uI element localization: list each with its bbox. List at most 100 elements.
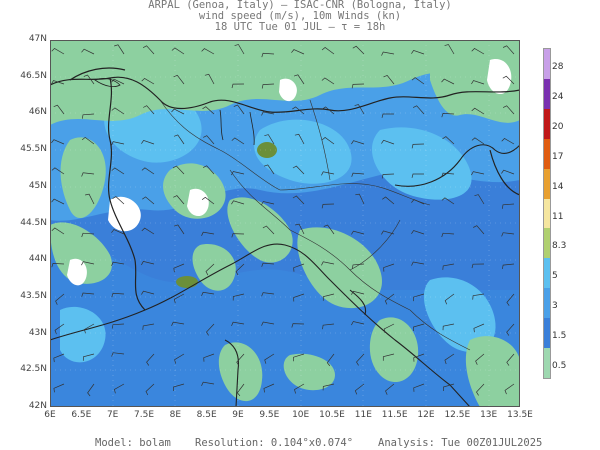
wind-barb — [201, 48, 215, 55]
wind-barb — [412, 105, 425, 115]
wind-map-canvas — [50, 40, 520, 407]
wind-barb — [502, 45, 515, 55]
wind-barb — [383, 323, 395, 333]
lakes — [94, 77, 255, 146]
wind-barb — [264, 134, 275, 145]
wind-barb — [501, 232, 515, 237]
region-borders — [159, 99, 471, 351]
wind-barb — [231, 200, 245, 205]
wind-barb — [506, 353, 515, 366]
header-title-line1: ARPAL (Genoa, Italy) — ISAC-CNR (Bologna… — [148, 0, 452, 11]
longitude-label: 10.5E — [319, 410, 345, 420]
wind-barb — [232, 293, 245, 301]
wind-barb — [174, 353, 185, 364]
wind-barb — [53, 353, 65, 363]
wind-barb — [203, 135, 215, 145]
light-blue-patch-5 — [60, 306, 106, 363]
wind-barb — [145, 383, 155, 396]
wind-barb — [173, 383, 185, 392]
light-blue-patch-4 — [423, 277, 496, 352]
wind-barb — [471, 171, 485, 176]
wind-barb — [321, 77, 335, 85]
colorbar-level-label: 28 — [552, 61, 564, 72]
wind-barb — [384, 293, 395, 305]
wind-barb — [141, 290, 155, 295]
colorbar-segment — [544, 138, 550, 170]
wind-barb — [411, 77, 425, 85]
longitude-label: 9E — [232, 410, 244, 420]
wind-barb — [442, 136, 455, 145]
wind-barb — [173, 74, 185, 85]
colorbar-level-label: 11 — [552, 211, 564, 222]
wind-barb — [83, 74, 95, 85]
colorbar-segment — [544, 49, 550, 80]
longitude-label: 12.5E — [444, 410, 471, 420]
wind-barb — [385, 383, 395, 395]
high-wind-spot-2 — [176, 276, 198, 288]
wind-barb — [351, 172, 365, 177]
longitude-label: 11.5E — [381, 410, 408, 420]
wind-barb — [501, 138, 515, 145]
calm-white-patch-2 — [187, 188, 209, 217]
wind-barb — [202, 165, 215, 175]
wind-barb — [322, 323, 335, 330]
wind-map — [50, 40, 520, 407]
wind-barb — [443, 383, 455, 392]
wind-barb — [413, 383, 425, 392]
map-frame — [50, 40, 520, 407]
wind-barb — [173, 293, 185, 304]
wind-barb — [501, 203, 515, 209]
colorbar-level-label: 1.5 — [552, 331, 567, 342]
colorbar-segment — [544, 258, 550, 289]
latitude-label: 46.5N — [20, 70, 47, 81]
longitude-label: 7E — [106, 410, 119, 420]
wind-barb — [413, 323, 425, 332]
longitude-label: 13E — [480, 410, 498, 420]
model-label: Model: bolam — [95, 437, 171, 449]
wind-barb — [321, 171, 335, 176]
longitude-label: 7.5E — [134, 410, 154, 420]
colorbar-segment — [544, 228, 550, 259]
wind-barb — [141, 167, 155, 175]
header-title-line2: wind speed (m/s), 10m Winds (kn) — [198, 10, 402, 22]
wind-barb — [442, 263, 455, 270]
wind-barb — [81, 113, 95, 119]
wind-barb — [204, 73, 215, 85]
wind-barb — [381, 173, 395, 179]
wind-barb — [234, 44, 245, 55]
wind-barb — [236, 353, 245, 366]
wind-barb — [53, 104, 65, 115]
wind-barb — [411, 230, 425, 235]
wind-barb — [263, 383, 275, 393]
wind-barb — [261, 321, 275, 326]
colorbar-segment — [544, 318, 550, 349]
wind-barb — [321, 47, 335, 55]
wind-barb — [51, 263, 65, 268]
wind-barb — [354, 104, 365, 115]
wind-barb — [444, 44, 455, 55]
wind-barb — [201, 381, 215, 386]
longitude-label: 13.5E — [507, 410, 533, 420]
longitude-label: 9.5E — [259, 410, 280, 420]
wind-barb — [326, 353, 335, 367]
wind-barb — [142, 45, 155, 55]
wind-barb — [471, 107, 485, 115]
wind-barb — [381, 113, 394, 118]
wind-barb — [201, 231, 215, 236]
wind-barb — [85, 193, 95, 205]
latitude-label: 42N — [28, 401, 47, 411]
colorbar-segment — [544, 168, 550, 200]
wind-barb — [264, 353, 275, 364]
wind-barb — [141, 227, 155, 235]
wind-barb — [81, 261, 95, 266]
wind-barb — [82, 353, 95, 361]
calm-white-patch-5 — [279, 78, 297, 102]
wind-barb — [51, 227, 65, 235]
wind-barb — [471, 48, 485, 55]
wind-barb — [201, 291, 215, 297]
provence-green — [50, 222, 112, 284]
wind-barb — [231, 171, 245, 176]
wind-barb — [231, 233, 245, 238]
wind-barb — [322, 383, 335, 391]
wind-barb — [413, 293, 425, 302]
